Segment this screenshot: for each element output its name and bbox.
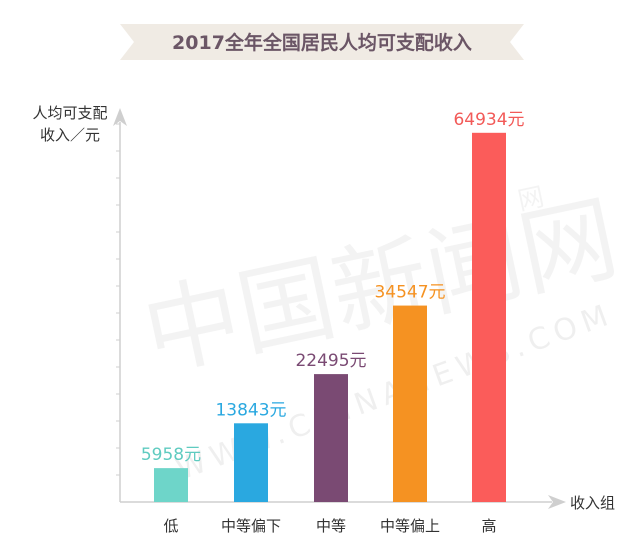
category-labels: 低 中等偏下 中等 中等偏上 高 bbox=[163, 517, 496, 535]
category-label-2: 中等偏下 bbox=[221, 517, 281, 535]
bar-5 bbox=[472, 132, 506, 502]
category-label-3: 中等 bbox=[316, 517, 346, 535]
value-label-3: 22495元 bbox=[295, 351, 366, 371]
watermark: 中国新闻网 WWW.CHINANEWS.COM 网 bbox=[134, 182, 627, 488]
title-ribbon bbox=[120, 24, 524, 60]
y-axis bbox=[113, 108, 127, 502]
title-banner: 2017全年全国居民人均可支配收入 bbox=[120, 24, 524, 60]
chart-title: 2017全年全国居民人均可支配收入 bbox=[172, 31, 472, 54]
value-labels: 5958元 13843元 22495元 34547元 64934元 bbox=[141, 110, 525, 465]
category-label-4: 中等偏上 bbox=[380, 517, 440, 535]
bar-1 bbox=[154, 468, 188, 502]
value-label-1: 5958元 bbox=[141, 445, 201, 465]
bar-3 bbox=[314, 374, 348, 502]
value-label-4: 34547元 bbox=[374, 283, 445, 303]
y-axis-arrow bbox=[113, 108, 127, 126]
value-label-2: 13843元 bbox=[215, 400, 286, 420]
bar-4 bbox=[393, 305, 427, 502]
y-axis-label-line2: 收入／元 bbox=[40, 126, 100, 144]
x-axis-label: 收入组 bbox=[570, 494, 615, 512]
bars bbox=[154, 132, 506, 502]
bar-2 bbox=[234, 423, 268, 502]
y-axis-label-line1: 人均可支配 bbox=[32, 104, 107, 122]
y-axis-ticks bbox=[116, 123, 120, 476]
category-label-1: 低 bbox=[163, 517, 178, 535]
x-axis-arrow bbox=[548, 495, 566, 509]
category-label-5: 高 bbox=[481, 517, 496, 535]
value-label-5: 64934元 bbox=[453, 110, 524, 130]
watermark-tag: 网 bbox=[515, 182, 547, 217]
